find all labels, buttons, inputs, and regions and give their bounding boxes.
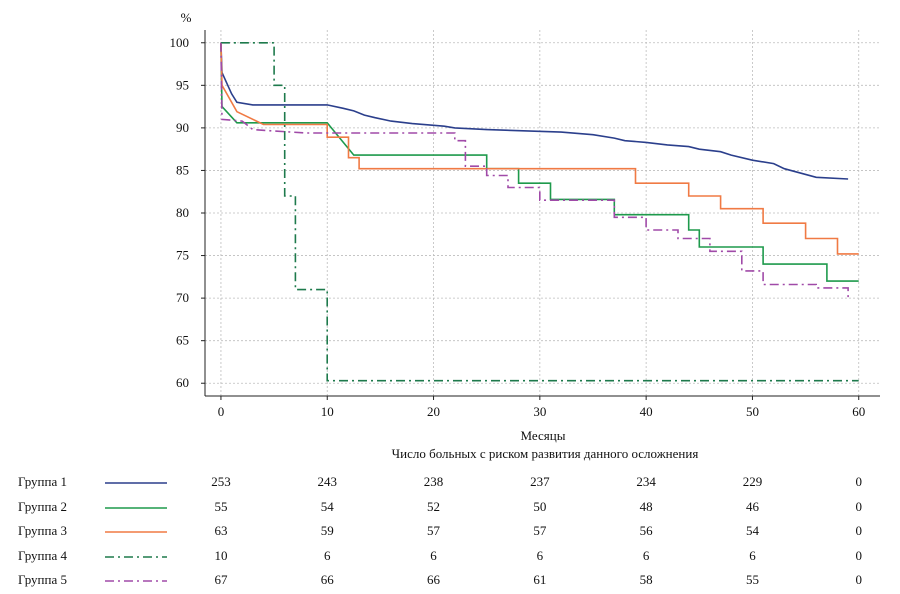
risk-count: 48	[639, 498, 653, 514]
legend-swatch-group-4	[105, 555, 167, 558]
risk-row-name: Группа 5	[18, 572, 67, 587]
risk-row-group-5: Группа 5 67 66 66 61 58 55 0	[0, 572, 900, 592]
risk-count: 61	[533, 572, 547, 587]
legend-swatch-group-3	[105, 531, 167, 533]
x-tick-label: 60	[852, 404, 865, 419]
x-tick-label: 20	[427, 404, 440, 419]
series-line-group-3	[220, 42, 859, 255]
y-tick-label: 100	[170, 35, 190, 50]
risk-count: 0	[855, 523, 862, 538]
risk-count: 57	[427, 523, 441, 538]
risk-count: 55	[214, 498, 228, 514]
risk-count: 63	[214, 523, 228, 538]
grid	[205, 30, 880, 396]
risk-count: 0	[855, 572, 862, 587]
risk-count: 243	[317, 474, 337, 489]
legend-swatch-group-1	[105, 482, 167, 484]
legend-swatch-group-2	[105, 506, 167, 509]
y-tick-label: 95	[176, 77, 189, 92]
series-line-group-1	[220, 42, 849, 180]
risk-row-group-1: Группа 1 253 243 238 237 234 229 0	[0, 474, 900, 494]
risk-row-group-2: Группа 2 55 54 52 50 48 46 0	[0, 499, 900, 519]
legend-swatch-group-5	[105, 580, 167, 582]
risk-count: 54	[320, 498, 334, 514]
x-tick-label: 30	[533, 404, 546, 419]
y-axis-label: %	[181, 10, 192, 25]
risk-count: 56	[639, 523, 653, 538]
y-tick-label: 60	[176, 375, 189, 390]
x-tick-label: 10	[321, 404, 334, 419]
risk-count: 66	[427, 572, 441, 587]
axes: 60 65 70 75 80 85 90 95 100 0 10 20 30 40 50 60	[170, 30, 880, 419]
risk-row-name: Группа 1	[18, 474, 67, 489]
risk-row-name: Группа 4	[18, 547, 67, 563]
risk-count: 59	[320, 523, 334, 538]
series-line-group-4	[220, 41, 859, 382]
risk-count: 234	[636, 474, 656, 489]
risk-count: 54	[745, 523, 759, 538]
y-tick-label: 85	[176, 162, 189, 177]
labels: % Месяцы Число больных с риском развития…	[181, 10, 699, 461]
risk-count: 6	[642, 547, 650, 563]
y-tick-label: 80	[176, 205, 189, 220]
y-tick-label: 70	[176, 290, 189, 305]
x-axis-label: Месяцы	[521, 428, 566, 443]
risk-count: 52	[427, 498, 441, 514]
risk-count: 57	[533, 523, 547, 538]
risk-count: 229	[742, 474, 763, 489]
risk-count: 67	[214, 572, 228, 587]
risk-count: 6	[536, 547, 544, 563]
risk-count: 238	[423, 474, 444, 489]
y-tick-label: 75	[176, 248, 189, 263]
risk-row-name: Группа 3	[18, 523, 67, 538]
x-tick-label: 0	[218, 404, 225, 419]
risk-row-name: Группа 2	[18, 498, 67, 514]
x-tick-label: 40	[640, 404, 653, 419]
risk-count: 66	[320, 572, 334, 587]
risk-count: 253	[211, 474, 231, 489]
risk-count: 237	[530, 474, 550, 489]
y-tick-label: 65	[176, 333, 189, 348]
risk-table-title: Число больных с риском развития данного …	[392, 446, 699, 461]
series-line-group-5	[220, 42, 849, 299]
risk-row-group-4: Группа 4 10 6 6 6 6 6 0	[0, 548, 900, 568]
risk-count: 6	[323, 547, 331, 563]
risk-count: 6	[749, 547, 756, 563]
risk-count: 0	[855, 474, 862, 489]
risk-count: 46	[745, 498, 759, 514]
y-tick-label: 90	[176, 120, 189, 135]
risk-count: 0	[855, 498, 862, 514]
series	[220, 41, 859, 382]
risk-count: 50	[533, 498, 547, 514]
risk-count: 0	[855, 547, 862, 563]
risk-count: 6	[430, 547, 437, 563]
x-tick-label: 50	[746, 404, 759, 419]
risk-count: 55	[745, 572, 759, 587]
risk-count: 10	[214, 547, 228, 563]
risk-count: 58	[639, 572, 653, 587]
risk-row-group-3: Группа 3 63 59 57 57 56 54 0	[0, 523, 900, 543]
